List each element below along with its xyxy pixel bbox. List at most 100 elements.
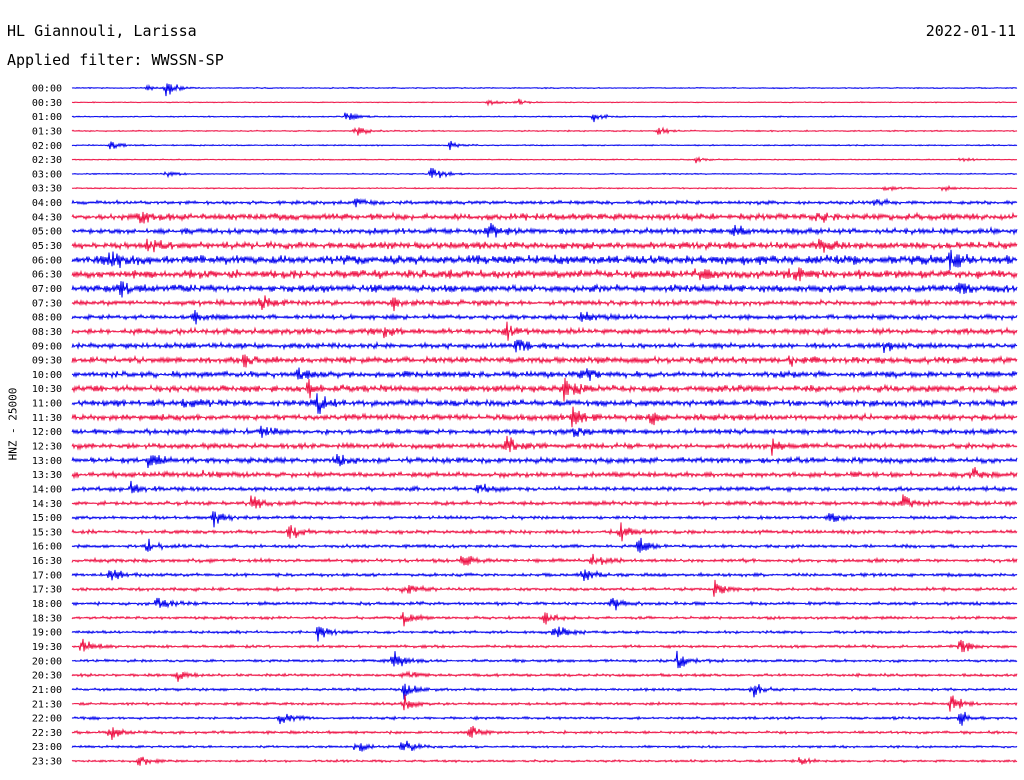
- time-label-2130: 21:30: [32, 699, 62, 710]
- trace-1600: [71, 537, 1018, 553]
- time-label-1400: 14:00: [32, 484, 62, 495]
- trace-0330: [71, 184, 1018, 193]
- trace-0030: [71, 98, 1018, 107]
- time-label-1530: 15:30: [32, 527, 62, 538]
- trace-1030: [71, 377, 1018, 402]
- time-label-0200: 02:00: [32, 141, 62, 152]
- trace-1500: [71, 511, 1017, 528]
- trace-1230: [71, 435, 1018, 456]
- time-label-1130: 11:30: [32, 413, 62, 424]
- trace-2130: [71, 694, 1018, 712]
- trace-0130: [71, 126, 1018, 136]
- trace-0500: [71, 223, 1018, 238]
- trace-2230: [71, 725, 1018, 741]
- time-label-0800: 08:00: [32, 313, 62, 324]
- trace-2300: [71, 740, 1018, 752]
- trace-1100: [71, 393, 1018, 415]
- time-label-2330: 23:30: [32, 757, 62, 768]
- trace-0000: [71, 83, 1018, 97]
- trace-1700: [71, 569, 1018, 581]
- trace-1430: [71, 494, 1018, 509]
- chart-date: 2022-01-11: [925, 22, 1016, 40]
- time-label-0930: 09:30: [32, 356, 62, 367]
- time-label-0700: 07:00: [32, 284, 62, 295]
- time-label-1100: 11:00: [32, 399, 62, 410]
- time-label-1700: 17:00: [32, 570, 62, 581]
- time-label-1430: 14:30: [32, 499, 62, 510]
- trace-1000: [71, 367, 1018, 381]
- trace-0830: [71, 321, 1018, 341]
- trace-1330: [71, 466, 1018, 480]
- trace-0730: [71, 295, 1018, 312]
- time-label-0130: 01:30: [32, 126, 62, 137]
- time-label-0400: 04:00: [32, 198, 62, 209]
- time-label-1930: 19:30: [32, 642, 62, 653]
- time-label-1630: 16:30: [32, 556, 62, 567]
- time-label-0630: 06:30: [32, 270, 62, 281]
- time-label-0530: 05:30: [32, 241, 62, 252]
- time-label-0100: 01:00: [32, 112, 62, 123]
- time-label-1030: 10:30: [32, 384, 62, 395]
- trace-1300: [71, 453, 1018, 469]
- time-label-1230: 12:30: [32, 442, 62, 453]
- time-label-0600: 06:00: [32, 255, 62, 266]
- trace-1830: [71, 612, 1018, 627]
- time-label-2200: 22:00: [32, 714, 62, 725]
- time-label-1800: 18:00: [32, 599, 62, 610]
- trace-2200: [71, 711, 1018, 726]
- trace-0700: [71, 281, 1018, 298]
- time-label-1000: 10:00: [32, 370, 62, 381]
- time-label-1830: 18:30: [32, 613, 62, 624]
- time-label-2100: 21:00: [32, 685, 62, 696]
- trace-2000: [71, 650, 1018, 669]
- time-label-2000: 20:00: [32, 656, 62, 667]
- trace-0100: [71, 112, 1018, 123]
- trace-0630: [71, 267, 1018, 282]
- trace-1900: [71, 626, 1018, 642]
- trace-0900: [71, 339, 1018, 354]
- time-label-0030: 00:30: [32, 98, 62, 109]
- trace-1400: [71, 480, 1018, 494]
- trace-2100: [71, 683, 1018, 700]
- time-label-0900: 09:00: [32, 341, 62, 352]
- time-label-1300: 13:00: [32, 456, 62, 467]
- time-label-0330: 03:30: [32, 184, 62, 195]
- time-label-2300: 23:00: [32, 742, 62, 753]
- trace-0230: [71, 155, 1018, 164]
- time-label-1730: 17:30: [32, 585, 62, 596]
- trace-1630: [71, 553, 1018, 566]
- trace-2330: [71, 756, 1018, 766]
- time-label-2230: 22:30: [32, 728, 62, 739]
- time-label-0500: 05:00: [32, 227, 62, 238]
- time-label-0730: 07:30: [32, 298, 62, 309]
- time-label-1900: 19:00: [32, 628, 62, 639]
- trace-0400: [71, 197, 1018, 208]
- trace-0930: [71, 354, 1018, 368]
- trace-1930: [71, 638, 1018, 653]
- time-label-0000: 00:00: [32, 84, 62, 95]
- trace-0600: [71, 249, 1018, 271]
- trace-0430: [71, 211, 1018, 224]
- station-title: HL Giannouli, Larissa: [7, 22, 197, 40]
- trace-0200: [71, 140, 1018, 151]
- time-label-1200: 12:00: [32, 427, 62, 438]
- trace-0530: [71, 238, 1018, 253]
- time-label-2030: 20:30: [32, 671, 62, 682]
- trace-1800: [71, 597, 1018, 611]
- trace-0300: [71, 167, 1018, 179]
- time-label-0430: 04:30: [32, 212, 62, 223]
- trace-1200: [71, 425, 1018, 438]
- filter-label: Applied filter: WWSSN-SP: [7, 51, 224, 69]
- time-label-0830: 08:30: [32, 327, 62, 338]
- time-label-1330: 13:30: [32, 470, 62, 481]
- time-label-1600: 16:00: [32, 542, 62, 553]
- trace-2030: [71, 670, 1018, 682]
- trace-0800: [71, 309, 1018, 325]
- trace-1530: [71, 522, 1018, 542]
- trace-1130: [71, 406, 1018, 428]
- trace-1730: [71, 579, 1018, 597]
- time-label-0300: 03:00: [32, 169, 62, 180]
- time-label-0230: 02:30: [32, 155, 62, 166]
- time-label-1500: 15:00: [32, 513, 62, 524]
